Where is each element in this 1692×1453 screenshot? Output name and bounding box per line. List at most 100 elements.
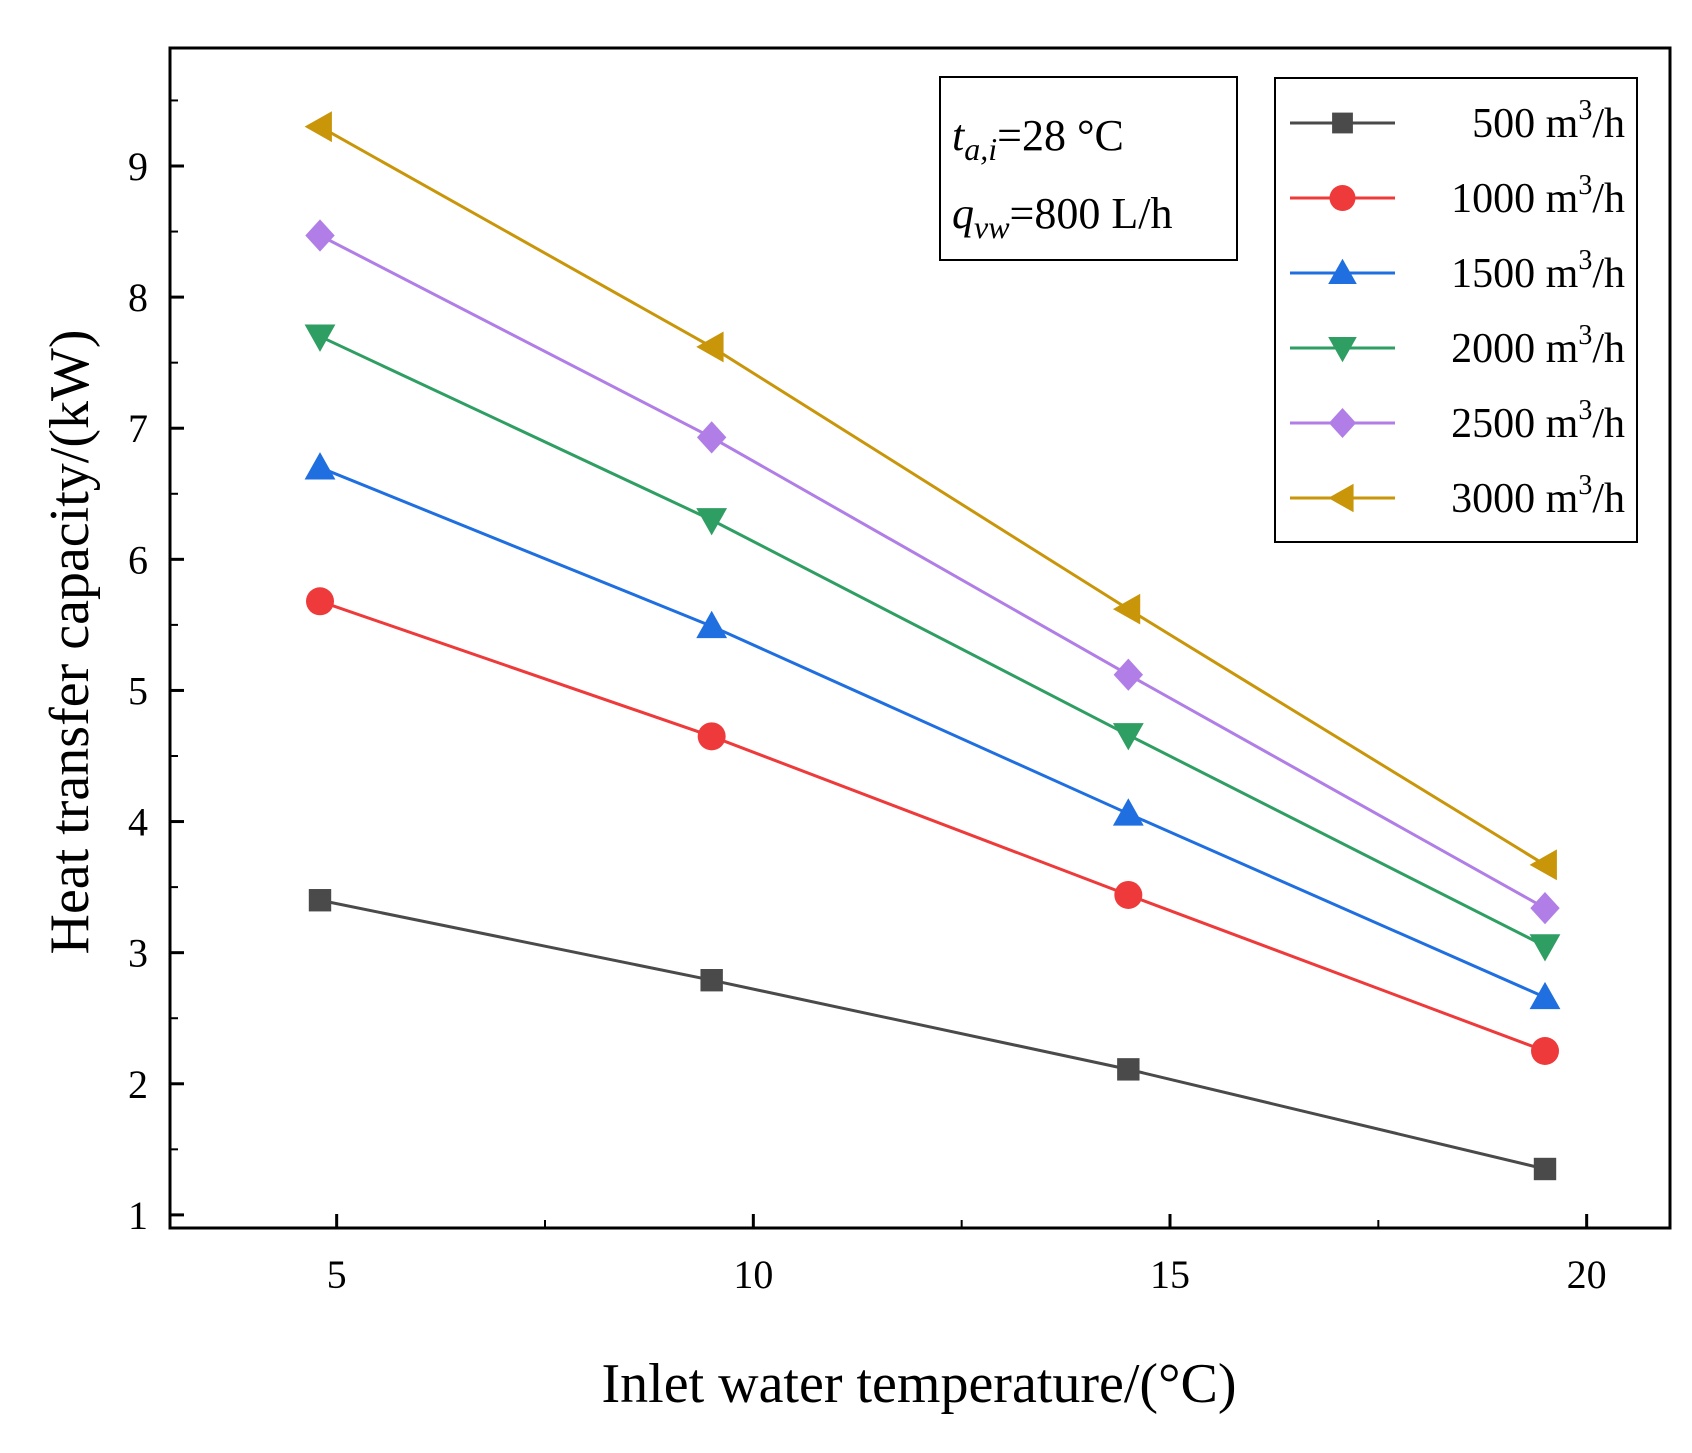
legend-marker xyxy=(1328,483,1354,513)
legend-label-name: 3000 m xyxy=(1451,476,1579,522)
series-3 xyxy=(304,324,1561,962)
legend-label: 1000 m3/h xyxy=(1451,170,1625,222)
y-tick-label: 7 xyxy=(128,406,148,451)
legend-label-exponent: 3 xyxy=(1578,95,1592,126)
data-point xyxy=(1112,593,1141,625)
condition-water-var: q xyxy=(952,189,974,238)
series-1 xyxy=(306,587,1559,1065)
legend-marker xyxy=(1332,112,1353,134)
legend-frame xyxy=(1274,77,1638,543)
legend-label-exponent: 3 xyxy=(1578,170,1592,201)
series-5 xyxy=(304,111,1557,881)
condition-water-flow: qvw=800 L/h xyxy=(952,189,1172,245)
series-line-0 xyxy=(319,898,1546,1171)
y-tick-label: 6 xyxy=(128,537,148,582)
plot-marks xyxy=(304,111,1561,1181)
series-line-1 xyxy=(319,599,1546,1053)
legend-label: 1500 m3/h xyxy=(1451,245,1625,297)
condition-water-sub: vw xyxy=(974,209,1010,245)
data-point xyxy=(304,452,336,480)
x-axis-title: Inlet water temperature/(°C) xyxy=(602,1353,1237,1415)
data-point xyxy=(1112,723,1144,751)
series-0 xyxy=(308,889,1557,1181)
legend-label-exponent: 3 xyxy=(1578,395,1592,426)
data-point xyxy=(1533,1157,1557,1181)
data-point xyxy=(1531,1037,1559,1065)
data-point xyxy=(696,421,727,454)
legend-label-exponent: 3 xyxy=(1578,470,1592,501)
x-tick-label: 5 xyxy=(327,1252,347,1297)
data-point xyxy=(1117,1058,1140,1081)
legend-label: 3000 m3/h xyxy=(1451,470,1625,522)
x-tick-label: 10 xyxy=(733,1252,773,1297)
legend-label-unit: /h xyxy=(1592,326,1625,372)
plot-frame xyxy=(168,46,1672,1230)
data-point xyxy=(1114,880,1143,909)
legend-marker xyxy=(1328,258,1357,285)
legend-label-exponent: 3 xyxy=(1578,320,1592,351)
y-axis-title: Heat transfer capacity/(kW) xyxy=(39,330,101,955)
axes: 5 10 15 20 1 2 3 4 5 6 7 8 9 xyxy=(128,46,1672,1297)
legend-item-2: 1500 m3/h xyxy=(1290,245,1625,297)
data-point xyxy=(305,219,335,252)
condition-air-value: =28 °C xyxy=(997,111,1124,160)
legend-label-unit: /h xyxy=(1592,101,1625,147)
legend-label-unit: /h xyxy=(1592,251,1625,297)
legend-label: 2000 m3/h xyxy=(1451,320,1625,372)
legend-marker xyxy=(1328,336,1357,363)
data-point xyxy=(696,610,728,639)
data-point xyxy=(1112,798,1144,826)
legend-marker xyxy=(1329,185,1356,211)
legend-marker xyxy=(1328,408,1357,438)
data-point xyxy=(696,508,728,536)
condition-air-var: t xyxy=(952,111,966,160)
legend-label-name: 1500 m xyxy=(1451,251,1579,297)
conditions-box: ta,i=28 °C qvw=800 L/h xyxy=(939,76,1238,261)
legend-item-0: 500 m3/h xyxy=(1290,95,1625,147)
data-point xyxy=(1113,658,1144,691)
data-point xyxy=(1529,849,1557,881)
data-point xyxy=(304,324,336,352)
legend-label-unit: /h xyxy=(1592,176,1625,222)
legend-item-4: 2500 m3/h xyxy=(1290,395,1625,447)
data-point xyxy=(306,587,334,616)
series-line-4 xyxy=(319,234,1546,910)
legend-label-name: 2000 m xyxy=(1451,326,1579,372)
y-tick-label: 8 xyxy=(128,275,148,320)
condition-air-inlet-temp: ta,i=28 °C xyxy=(952,111,1124,167)
legend-item-3: 2000 m3/h xyxy=(1290,320,1625,372)
data-point xyxy=(697,722,726,751)
legend-item-1: 1000 m3/h xyxy=(1290,170,1625,222)
data-point xyxy=(1530,891,1560,925)
legend-item-5: 3000 m3/h xyxy=(1290,470,1625,522)
conditions-box-frame xyxy=(939,76,1238,261)
y-tick-label: 5 xyxy=(128,668,148,713)
condition-water-value: =800 L/h xyxy=(1010,189,1173,238)
series-4 xyxy=(305,219,1560,925)
legend-label-name: 1000 m xyxy=(1451,176,1579,222)
data-point xyxy=(696,331,724,363)
data-point xyxy=(700,969,723,992)
y-tick-label: 2 xyxy=(128,1062,148,1107)
y-tick-label: 4 xyxy=(128,800,148,845)
series-2 xyxy=(304,452,1561,1010)
legend-label-name: 2500 m xyxy=(1451,401,1579,447)
data-point xyxy=(304,111,332,143)
data-point xyxy=(1529,934,1561,962)
y-tick-label: 1 xyxy=(128,1193,148,1238)
legend-label: 500 m3/h xyxy=(1472,95,1625,147)
x-tick-label: 15 xyxy=(1150,1252,1190,1297)
legend-label: 2500 m3/h xyxy=(1451,395,1625,447)
condition-air-sub: a,i xyxy=(964,131,997,167)
y-tick-label: 3 xyxy=(128,931,148,976)
data-point xyxy=(308,889,332,912)
series-line-2 xyxy=(319,466,1546,999)
legend-label-unit: /h xyxy=(1592,476,1625,522)
legend-label-unit: /h xyxy=(1592,401,1625,447)
x-tick-label: 20 xyxy=(1567,1252,1607,1297)
series-line-3 xyxy=(319,335,1546,948)
legend-label-exponent: 3 xyxy=(1578,245,1592,276)
data-point xyxy=(1529,981,1561,1010)
